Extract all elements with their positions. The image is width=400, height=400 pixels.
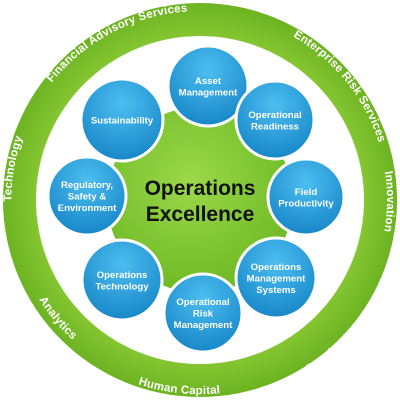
node-label-line: Management [174, 320, 233, 331]
node-circle [166, 44, 250, 128]
node-label-line: Productivity [278, 198, 334, 209]
node-label-line: Risk [193, 309, 214, 320]
capability-nodes: AssetManagementOperationalReadinessField… [46, 44, 346, 354]
node-label-line: Operations [251, 262, 302, 273]
node-circle [234, 236, 318, 320]
node-circle [79, 77, 165, 163]
center-title-line-2: Excellence [146, 203, 255, 226]
node-circle [162, 272, 244, 354]
node-label-line: Regulatory, [61, 180, 113, 191]
center-title-line-1: Operations [145, 177, 256, 200]
node-label-line: Sustainability [91, 116, 154, 127]
node-label-line: Asset [195, 76, 222, 87]
node-label-line: Operations [97, 270, 148, 281]
ring-label-innovation: Innovation [381, 170, 396, 233]
center-disc [107, 107, 293, 293]
node-circle [46, 155, 128, 237]
node-label-line: Field [295, 187, 318, 198]
node-label-line: Management [179, 87, 238, 98]
node-circle [234, 79, 316, 161]
node-circle [266, 157, 346, 237]
node-label-line: Readiness [251, 121, 299, 132]
node-label-line: Technology [95, 281, 149, 292]
node-label-line: Environment [58, 203, 117, 214]
node-sustainability: Sustainability [79, 77, 165, 163]
node-label-line: Operational [176, 297, 229, 308]
node-label-line: Safety & [68, 192, 106, 203]
node-label-line: Systems [256, 285, 295, 296]
node-label-line: Management [247, 274, 306, 285]
node-label-line: Operational [248, 110, 301, 121]
node-regulatory-safety-environment: Regulatory,Safety &Environment [46, 155, 128, 237]
node-circle [80, 238, 164, 322]
